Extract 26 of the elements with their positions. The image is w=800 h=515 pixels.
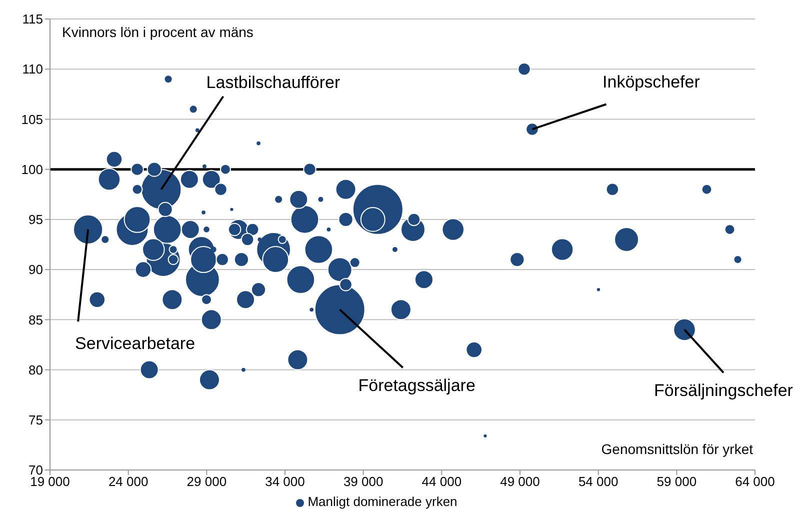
annotation: Försäljningschefer: [654, 381, 794, 400]
y-tick-label: 75: [28, 412, 43, 428]
x-axis-title: Genomsnittslön för yrket: [601, 441, 754, 457]
annotation: Företagssäljare: [358, 376, 476, 396]
x-tick-label: 39 000: [343, 474, 384, 490]
y-tick-label: 85: [28, 312, 43, 328]
x-tick-label: 34 000: [265, 474, 305, 490]
annotation: Lastbilschaufförer: [206, 72, 341, 92]
y-tick-label: 105: [21, 112, 43, 127]
x-tick-label: 54 000: [578, 474, 618, 490]
y-tick-label: 80: [28, 362, 43, 378]
x-tick-label: 64 000: [735, 474, 775, 490]
annotation: Servicearbetare: [75, 334, 196, 353]
y-axis-title: Kvinnors lön i procent av mäns: [62, 24, 254, 40]
x-tick-label: 59 000: [656, 474, 697, 490]
x-tick-label: 24 000: [108, 474, 148, 490]
y-tick-label: 90: [28, 262, 43, 278]
x-tick-label: 44 000: [422, 474, 462, 490]
x-tick-label: 49 000: [500, 474, 540, 490]
y-tick-label: 100: [21, 162, 43, 177]
y-tick-label: 110: [22, 62, 43, 77]
y-tick-label: 95: [28, 212, 43, 228]
x-tick-label: 29 000: [186, 474, 227, 490]
legend-label: Manligt dominerade yrken: [308, 494, 458, 509]
annotation: Inköpschefer: [602, 72, 700, 92]
y-tick-label: 115: [22, 12, 43, 27]
